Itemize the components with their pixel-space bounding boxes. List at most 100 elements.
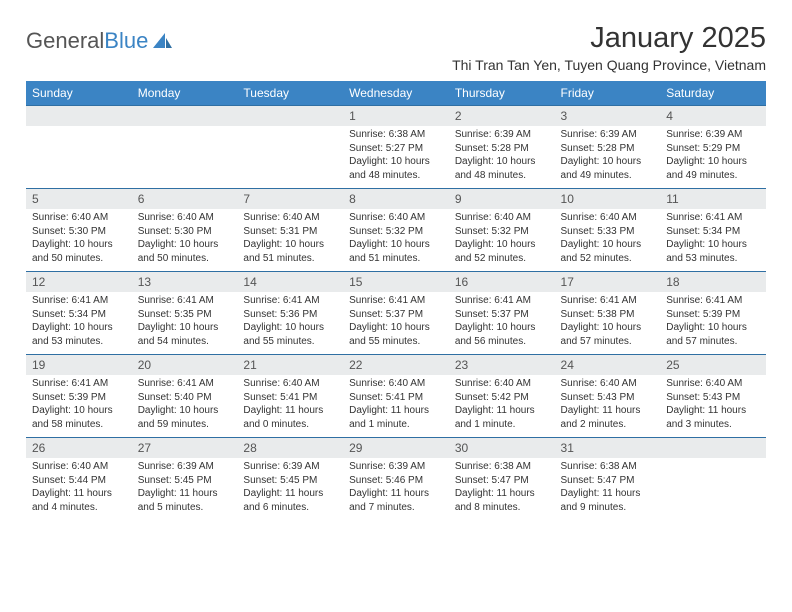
- day-number: 18: [660, 272, 766, 292]
- day-cell-content: Sunrise: 6:41 AMSunset: 5:37 PMDaylight:…: [343, 292, 449, 355]
- sunrise-line: Sunrise: 6:38 AM: [561, 460, 655, 474]
- daylight-line: Daylight: 10 hours and 49 minutes.: [561, 155, 655, 182]
- day-number: 19: [26, 355, 132, 375]
- sunrise-line: Sunrise: 6:39 AM: [243, 460, 337, 474]
- sunset-line: Sunset: 5:44 PM: [32, 474, 126, 488]
- sunrise-line: Sunrise: 6:41 AM: [138, 377, 232, 391]
- daylight-line: Daylight: 10 hours and 50 minutes.: [32, 238, 126, 265]
- day-cell-content: Sunrise: 6:40 AMSunset: 5:44 PMDaylight:…: [26, 458, 132, 520]
- daylight-line: Daylight: 10 hours and 59 minutes.: [138, 404, 232, 431]
- day-number: 31: [555, 438, 661, 458]
- day-cell-content: Sunrise: 6:41 AMSunset: 5:35 PMDaylight:…: [132, 292, 238, 355]
- sunset-line: Sunset: 5:39 PM: [666, 308, 760, 322]
- daylight-line: Daylight: 10 hours and 52 minutes.: [455, 238, 549, 265]
- month-title: January 2025: [590, 22, 766, 55]
- weekday-header: Friday: [555, 81, 661, 106]
- day-number: 20: [132, 355, 238, 375]
- day-cell-number: 30: [449, 438, 555, 459]
- day-details: Sunrise: 6:39 AMSunset: 5:46 PMDaylight:…: [343, 458, 449, 520]
- sunset-line: Sunset: 5:29 PM: [666, 142, 760, 156]
- day-cell-content: Sunrise: 6:41 AMSunset: 5:40 PMDaylight:…: [132, 375, 238, 438]
- daylight-line: Daylight: 10 hours and 51 minutes.: [349, 238, 443, 265]
- day-details: Sunrise: 6:40 AMSunset: 5:30 PMDaylight:…: [132, 209, 238, 271]
- day-cell-number: 8: [343, 189, 449, 210]
- day-cell-content: Sunrise: 6:41 AMSunset: 5:36 PMDaylight:…: [237, 292, 343, 355]
- week-number-row: 1234: [26, 106, 766, 127]
- daylight-line: Daylight: 11 hours and 1 minute.: [349, 404, 443, 431]
- day-details: Sunrise: 6:39 AMSunset: 5:45 PMDaylight:…: [237, 458, 343, 520]
- daylight-line: Daylight: 10 hours and 49 minutes.: [666, 155, 760, 182]
- daylight-line: Daylight: 11 hours and 3 minutes.: [666, 404, 760, 431]
- daylight-line: Daylight: 11 hours and 6 minutes.: [243, 487, 337, 514]
- week-content-row: Sunrise: 6:38 AMSunset: 5:27 PMDaylight:…: [26, 126, 766, 189]
- day-number: 9: [449, 189, 555, 209]
- day-details: Sunrise: 6:38 AMSunset: 5:27 PMDaylight:…: [343, 126, 449, 188]
- day-number: 28: [237, 438, 343, 458]
- day-cell-number: 17: [555, 272, 661, 293]
- sunset-line: Sunset: 5:43 PM: [666, 391, 760, 405]
- brand-logo: GeneralBlue: [26, 28, 174, 54]
- day-cell-number: 21: [237, 355, 343, 376]
- sunrise-line: Sunrise: 6:40 AM: [561, 377, 655, 391]
- day-number: 16: [449, 272, 555, 292]
- day-cell-number: 28: [237, 438, 343, 459]
- day-number-empty: [237, 106, 343, 126]
- sunrise-line: Sunrise: 6:38 AM: [455, 460, 549, 474]
- sunset-line: Sunset: 5:47 PM: [561, 474, 655, 488]
- sunset-line: Sunset: 5:45 PM: [243, 474, 337, 488]
- week-content-row: Sunrise: 6:40 AMSunset: 5:44 PMDaylight:…: [26, 458, 766, 520]
- weekday-header-row: SundayMondayTuesdayWednesdayThursdayFrid…: [26, 81, 766, 106]
- sunset-line: Sunset: 5:35 PM: [138, 308, 232, 322]
- day-details: Sunrise: 6:40 AMSunset: 5:31 PMDaylight:…: [237, 209, 343, 271]
- header-row: GeneralBlue January 2025: [26, 22, 766, 55]
- day-cell-number: 4: [660, 106, 766, 127]
- day-details: Sunrise: 6:41 AMSunset: 5:34 PMDaylight:…: [660, 209, 766, 271]
- sunset-line: Sunset: 5:47 PM: [455, 474, 549, 488]
- daylight-line: Daylight: 11 hours and 7 minutes.: [349, 487, 443, 514]
- day-details: Sunrise: 6:38 AMSunset: 5:47 PMDaylight:…: [449, 458, 555, 520]
- sunset-line: Sunset: 5:30 PM: [32, 225, 126, 239]
- day-details-empty: [26, 126, 132, 188]
- day-cell-content: Sunrise: 6:39 AMSunset: 5:45 PMDaylight:…: [132, 458, 238, 520]
- day-cell-number: 5: [26, 189, 132, 210]
- day-number-empty: [132, 106, 238, 126]
- day-number: 25: [660, 355, 766, 375]
- day-cell-content: Sunrise: 6:38 AMSunset: 5:47 PMDaylight:…: [449, 458, 555, 520]
- day-cell-content: Sunrise: 6:40 AMSunset: 5:32 PMDaylight:…: [343, 209, 449, 272]
- daylight-line: Daylight: 11 hours and 1 minute.: [455, 404, 549, 431]
- daylight-line: Daylight: 10 hours and 58 minutes.: [32, 404, 126, 431]
- day-number: 17: [555, 272, 661, 292]
- logo-sail-icon: [152, 32, 174, 50]
- day-cell-content: Sunrise: 6:40 AMSunset: 5:31 PMDaylight:…: [237, 209, 343, 272]
- day-number: 10: [555, 189, 661, 209]
- day-cell-number: 2: [449, 106, 555, 127]
- sunrise-line: Sunrise: 6:40 AM: [455, 377, 549, 391]
- day-cell-content: Sunrise: 6:40 AMSunset: 5:30 PMDaylight:…: [26, 209, 132, 272]
- sunset-line: Sunset: 5:31 PM: [243, 225, 337, 239]
- day-details: Sunrise: 6:39 AMSunset: 5:28 PMDaylight:…: [449, 126, 555, 188]
- day-details: Sunrise: 6:41 AMSunset: 5:40 PMDaylight:…: [132, 375, 238, 437]
- day-number: 24: [555, 355, 661, 375]
- day-details: Sunrise: 6:40 AMSunset: 5:42 PMDaylight:…: [449, 375, 555, 437]
- day-cell-number: 7: [237, 189, 343, 210]
- day-details: Sunrise: 6:41 AMSunset: 5:36 PMDaylight:…: [237, 292, 343, 354]
- day-details: Sunrise: 6:41 AMSunset: 5:39 PMDaylight:…: [660, 292, 766, 354]
- day-details: Sunrise: 6:38 AMSunset: 5:47 PMDaylight:…: [555, 458, 661, 520]
- day-cell-number: 26: [26, 438, 132, 459]
- weekday-header: Thursday: [449, 81, 555, 106]
- sunrise-line: Sunrise: 6:39 AM: [455, 128, 549, 142]
- sunrise-line: Sunrise: 6:41 AM: [455, 294, 549, 308]
- daylight-line: Daylight: 10 hours and 53 minutes.: [32, 321, 126, 348]
- day-details: Sunrise: 6:40 AMSunset: 5:30 PMDaylight:…: [26, 209, 132, 271]
- sunset-line: Sunset: 5:41 PM: [243, 391, 337, 405]
- sunset-line: Sunset: 5:40 PM: [138, 391, 232, 405]
- day-details: Sunrise: 6:41 AMSunset: 5:35 PMDaylight:…: [132, 292, 238, 354]
- daylight-line: Daylight: 10 hours and 53 minutes.: [666, 238, 760, 265]
- day-cell-content: Sunrise: 6:40 AMSunset: 5:33 PMDaylight:…: [555, 209, 661, 272]
- day-cell-content: Sunrise: 6:39 AMSunset: 5:46 PMDaylight:…: [343, 458, 449, 520]
- daylight-line: Daylight: 11 hours and 5 minutes.: [138, 487, 232, 514]
- day-cell-content: Sunrise: 6:39 AMSunset: 5:29 PMDaylight:…: [660, 126, 766, 189]
- day-details: Sunrise: 6:40 AMSunset: 5:33 PMDaylight:…: [555, 209, 661, 271]
- day-cell-content: Sunrise: 6:40 AMSunset: 5:32 PMDaylight:…: [449, 209, 555, 272]
- week-number-row: 19202122232425: [26, 355, 766, 376]
